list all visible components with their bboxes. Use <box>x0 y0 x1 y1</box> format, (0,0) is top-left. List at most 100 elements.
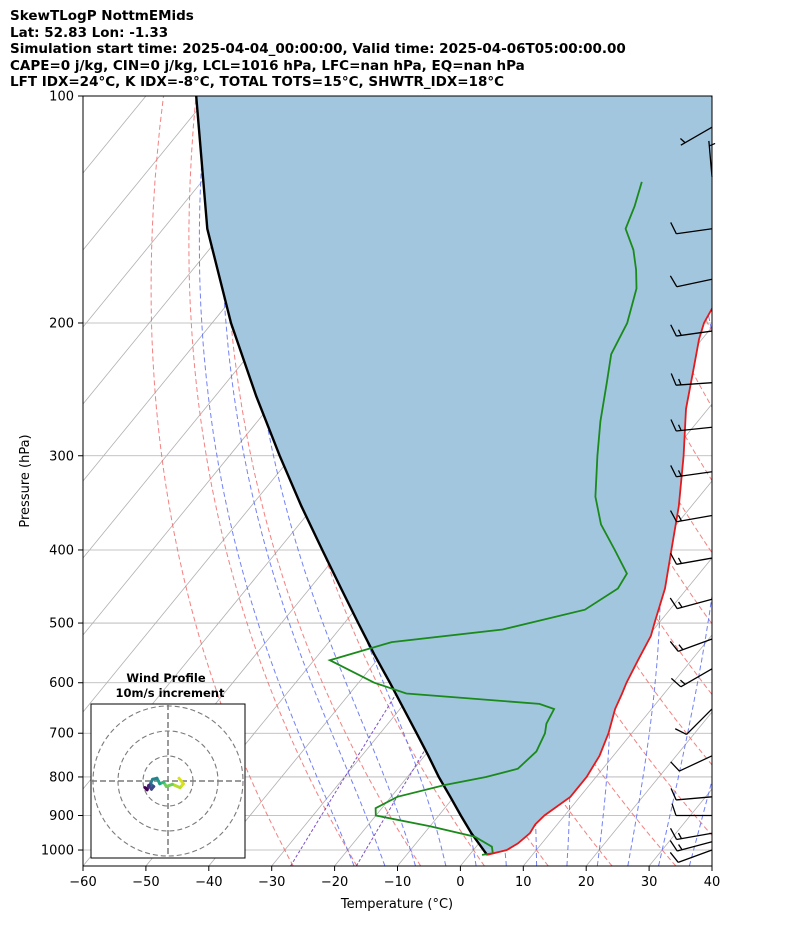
wind-barb-staff <box>676 228 713 235</box>
wind-barb <box>669 840 713 852</box>
moist-adiabat-line <box>644 96 712 866</box>
y-tick-label: 300 <box>49 449 74 464</box>
x-tick-label: −40 <box>195 875 222 890</box>
hodograph-trace <box>143 786 149 792</box>
wind-barb-flag <box>669 552 678 565</box>
profile-lines <box>195 96 712 856</box>
x-tick-label: −30 <box>258 875 285 890</box>
wind-barb-staff <box>680 668 713 688</box>
wind-barb <box>669 552 713 565</box>
wind-barb <box>670 373 713 386</box>
isotherm-line <box>585 711 712 866</box>
wind-barb <box>669 638 713 652</box>
wind-barb-flag <box>669 840 678 852</box>
y-tick-label: 400 <box>49 543 74 558</box>
station-location: Lat: 52.83 Lon: -1.33 <box>10 24 169 41</box>
x-axis-label: Temperature (°C) <box>340 897 453 912</box>
wind-barb-flag <box>669 510 678 523</box>
wind-barb-staff <box>679 755 713 772</box>
wind-barb-half-flag <box>679 138 686 144</box>
y-tick-label: 200 <box>49 316 74 331</box>
temperature-profile-line <box>486 96 712 856</box>
wind-barb <box>669 275 713 288</box>
wind-barb-half-flag <box>677 424 682 431</box>
wind-barb-flag <box>670 373 677 386</box>
inset-subtitle: 10m/s increment <box>116 686 225 700</box>
wind-barb-staff <box>676 330 713 337</box>
wind-barb-staff <box>677 849 713 863</box>
wind-barb-staff <box>676 796 713 801</box>
wind-barb-half-flag <box>709 142 716 147</box>
wind-barb-half-flag <box>677 514 683 522</box>
x-tick-label: −60 <box>69 875 96 890</box>
convective-parameters: CAPE=0 j/kg, CIN=0 j/kg, LCL=1016 hPa, L… <box>10 57 525 74</box>
wind-barb-flag <box>674 728 687 735</box>
wind-barb-staff <box>680 126 713 146</box>
wind-barb-flag <box>670 788 677 801</box>
dry-adiabat-line <box>224 96 422 866</box>
dry-adiabat-line <box>150 96 294 866</box>
x-tick-label: −50 <box>132 875 159 890</box>
x-tick-label: 10 <box>515 875 532 890</box>
y-tick-label: 500 <box>49 617 74 632</box>
wind-barb-flag <box>669 852 679 863</box>
y-tick-label: 1000 <box>41 844 74 859</box>
hodograph-grid <box>91 704 245 858</box>
y-tick-label: 900 <box>49 809 74 824</box>
wind-barb <box>671 803 712 817</box>
wind-barb-flag <box>669 597 678 609</box>
isotherm-line <box>83 96 210 251</box>
wind-barb-staff <box>708 140 713 177</box>
isotherm-line <box>711 865 712 866</box>
wind-barb <box>670 419 713 432</box>
wind-barb-half-flag <box>677 832 683 839</box>
wind-barbs <box>669 126 716 863</box>
wind-barb-staff <box>676 832 713 841</box>
parcel-profile-line <box>195 96 489 856</box>
dry-adiabat-line <box>783 96 794 866</box>
stability-indices: LFT IDX=24°C, K IDX=-8°C, TOTAL TOTS=15°… <box>10 74 505 90</box>
isotherm-line <box>522 634 712 866</box>
x-tick-label: −20 <box>321 875 348 890</box>
dry-adiabat-line <box>188 96 358 866</box>
wind-barb-flag <box>670 222 677 235</box>
wind-barb-flag <box>671 803 677 816</box>
wind-barb <box>670 324 713 337</box>
wind-barb <box>669 828 713 841</box>
wind-barb-flag <box>669 275 678 288</box>
x-tick-label: 40 <box>704 875 721 890</box>
station-title: SkewTLogP NottmEMids <box>10 8 194 24</box>
wind-barb-half-flag <box>678 601 683 608</box>
moist-adiabat-line <box>198 96 355 866</box>
wind-barb-staff <box>677 841 713 852</box>
wind-barb-staff <box>677 598 713 610</box>
wind-barb-flag <box>669 641 679 652</box>
y-tick-label: 700 <box>49 727 74 742</box>
wind-profile-inset: Wind Profile 10m/s increment <box>90 671 246 859</box>
wind-barb-half-flag <box>678 644 684 651</box>
dry-adiabat-line <box>717 96 794 866</box>
wind-barb <box>669 510 713 523</box>
wind-barb-flag <box>670 761 680 772</box>
cin-shaded-area <box>196 96 712 855</box>
chart-header: SkewTLogP NottmEMids Lat: 52.83 Lon: -1.… <box>10 8 626 91</box>
isotherm-line <box>83 96 84 97</box>
wind-barb <box>708 140 716 177</box>
wind-barb-half-flag <box>677 470 682 477</box>
wind-barb-staff <box>676 278 713 288</box>
wind-barb <box>670 465 713 478</box>
wind-barb-flag <box>670 677 682 688</box>
x-tick-label: 0 <box>456 875 464 890</box>
wind-barb-flag <box>670 324 677 337</box>
wind-barb-half-flag <box>677 329 682 336</box>
wind-barb-half-flag <box>677 557 683 564</box>
wind-barb-staff <box>676 514 713 523</box>
dewpoint-profile-line <box>327 181 643 856</box>
y-tick-label: 800 <box>49 770 74 785</box>
wind-barb <box>670 788 713 801</box>
wind-barb-half-flag <box>679 679 686 685</box>
simulation-times: Simulation start time: 2025-04-04_00:00:… <box>10 41 626 57</box>
moist-adiabat-line <box>720 96 794 866</box>
inset-title: Wind Profile <box>126 671 206 685</box>
